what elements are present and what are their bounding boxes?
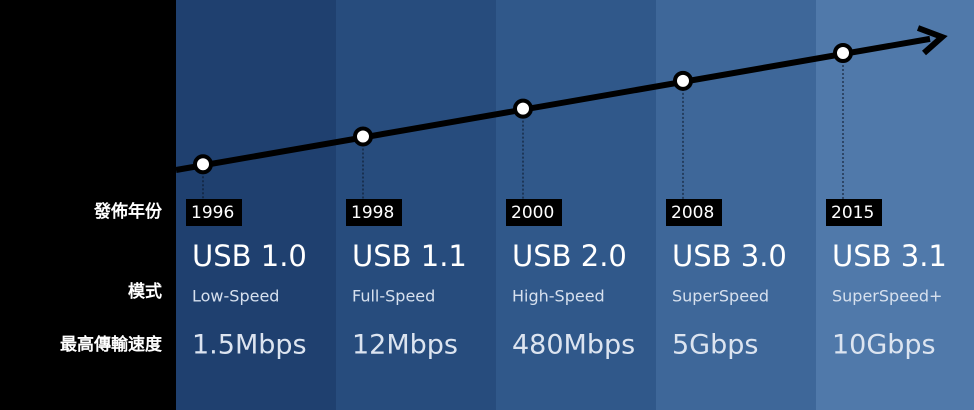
mode: Full-Speed [352, 287, 435, 306]
usb-name: USB 1.1 [352, 239, 467, 273]
timeline-point [513, 98, 533, 119]
year: 1998 [351, 203, 394, 223]
timeline-point [353, 126, 373, 147]
timeline-arrow [916, 25, 948, 56]
timeline-point [673, 70, 693, 91]
year-box [666, 199, 722, 226]
year-box [826, 199, 882, 226]
mode: SuperSpeed+ [832, 287, 942, 306]
speed: 5Gbps [672, 330, 758, 361]
usb-name: USB 1.0 [192, 239, 307, 273]
year: 2015 [831, 203, 874, 223]
row-label: 模式 [128, 281, 162, 302]
timeline-line [175, 35, 931, 173]
speed: 12Mbps [352, 330, 458, 361]
mode: Low-Speed [192, 287, 279, 306]
year: 2008 [671, 203, 714, 223]
timeline-point [193, 154, 213, 175]
year: 2000 [511, 203, 554, 223]
year-box [506, 199, 562, 226]
row-label: 最高傳輸速度 [60, 334, 163, 355]
timeline-point [833, 43, 853, 63]
speed: 1.5Mbps [192, 330, 307, 361]
mode: SuperSpeed [672, 287, 769, 306]
speed: 10Gbps [832, 330, 936, 361]
row-label: 發佈年份 [93, 201, 163, 222]
usb-name: USB 3.0 [672, 239, 787, 273]
usb-name: USB 3.1 [832, 239, 947, 273]
usb-name: USB 2.0 [512, 239, 627, 273]
mode: High-Speed [512, 287, 605, 306]
year: 1996 [191, 203, 234, 223]
label-column [0, 0, 176, 410]
speed: 480Mbps [512, 330, 635, 361]
year-box [186, 199, 242, 226]
year-box [346, 199, 402, 226]
